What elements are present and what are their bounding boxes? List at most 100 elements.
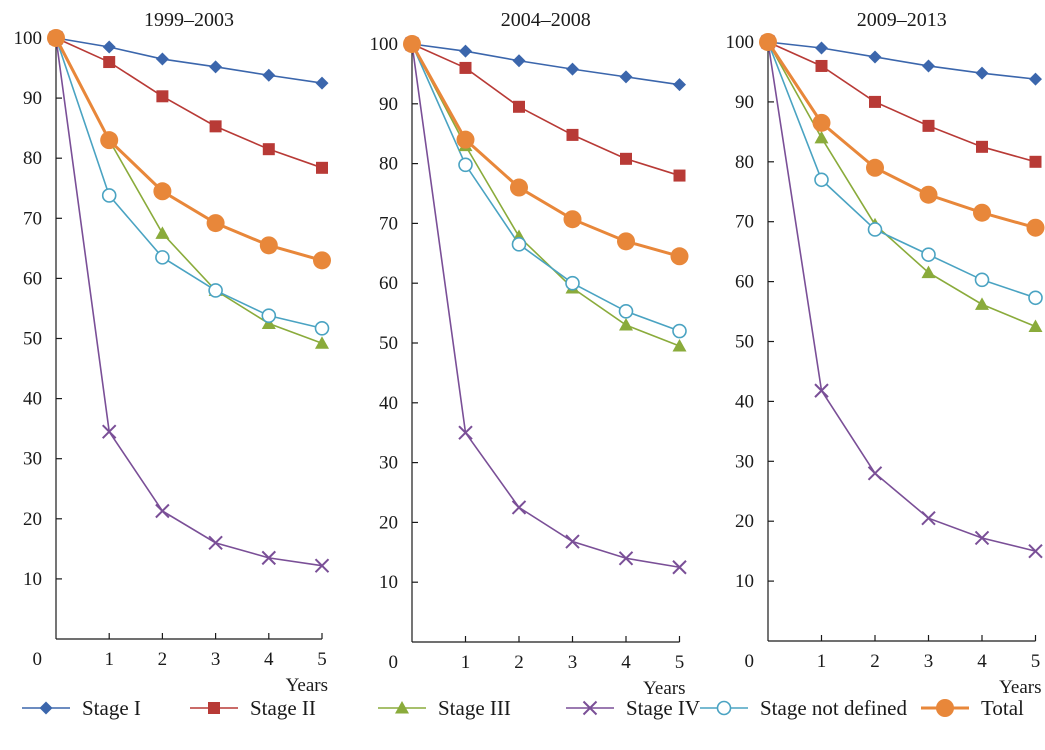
y-tick-label: 50 <box>379 333 398 354</box>
data-point <box>974 272 990 288</box>
data-point <box>921 247 936 262</box>
data-point <box>759 33 777 51</box>
data-point <box>563 210 582 229</box>
series-line <box>55 37 323 567</box>
legend: Stage I Stage II Stage III Stage IV Stage no… <box>22 696 1024 720</box>
data-point <box>314 558 330 573</box>
y-tick-label: 90 <box>735 92 754 113</box>
data-point <box>315 76 329 90</box>
data-point <box>208 283 223 298</box>
data-point <box>672 338 687 352</box>
y-tick-label: 20 <box>735 511 754 532</box>
data-point <box>459 61 472 74</box>
y-tick-label: 60 <box>23 268 42 289</box>
x-tick-label: 2 <box>870 651 880 672</box>
data-point <box>869 95 881 108</box>
data-point <box>815 41 828 55</box>
data-point <box>618 304 634 319</box>
data-point <box>209 120 222 133</box>
x-tick-label: 5 <box>675 652 685 673</box>
data-point <box>47 29 65 47</box>
panel-title: 1999–2003 <box>144 9 234 31</box>
data-point <box>315 336 329 349</box>
y-tick-label: 40 <box>735 391 754 412</box>
data-point <box>619 318 633 331</box>
data-point <box>975 297 989 310</box>
data-point <box>975 66 989 80</box>
series-line <box>411 43 680 177</box>
series-line <box>411 43 680 569</box>
data-point <box>458 425 473 440</box>
y-tick-label: 100 <box>14 28 43 49</box>
data-point <box>458 157 473 173</box>
y-tick-label: 50 <box>23 329 42 350</box>
legend-label: Stage III <box>438 696 511 720</box>
data-point <box>1028 543 1043 559</box>
data-point <box>101 188 117 203</box>
data-point <box>921 265 936 279</box>
legend-item: Stage II <box>190 696 316 720</box>
x-tick-label: 3 <box>211 649 221 670</box>
x-tick-label: 5 <box>1031 651 1041 672</box>
data-point <box>206 214 225 233</box>
data-point <box>156 90 169 103</box>
x-tick-label: 1 <box>461 652 471 673</box>
y-tick-label: 70 <box>379 213 398 234</box>
data-point <box>100 131 119 150</box>
x-tick-label: 3 <box>924 651 934 672</box>
data-point <box>511 500 527 515</box>
data-point <box>921 510 936 526</box>
y-tick-label: 60 <box>379 273 398 294</box>
series-line <box>55 37 323 84</box>
y-tick-label: 90 <box>23 88 42 109</box>
x-tick-label: 2 <box>158 649 168 670</box>
data-point <box>511 237 527 252</box>
data-point <box>673 169 686 182</box>
y-tick-label: 80 <box>23 148 42 169</box>
data-point <box>155 503 170 519</box>
y-tick-label: 10 <box>23 569 42 590</box>
legend-marker <box>582 700 598 716</box>
y-tick-label: 30 <box>23 449 42 470</box>
data-point <box>209 60 223 74</box>
y-tick-label: 90 <box>379 94 398 115</box>
data-point <box>155 250 170 265</box>
series-line <box>55 37 323 169</box>
data-point <box>814 383 829 398</box>
x-tick-label: 3 <box>568 652 578 673</box>
legend-marker <box>39 701 53 715</box>
x-tick-label: 1 <box>104 649 114 670</box>
series-line <box>767 41 1036 80</box>
y-tick-label: 0 <box>389 652 399 673</box>
series-line <box>55 37 323 345</box>
data-point <box>566 62 579 76</box>
data-point <box>153 182 172 201</box>
data-point <box>866 158 884 177</box>
data-point <box>565 275 580 291</box>
data-point <box>620 152 632 165</box>
legend-marker <box>716 700 732 716</box>
series-line <box>411 43 680 86</box>
data-point <box>208 535 223 551</box>
data-point <box>1029 72 1042 86</box>
series-line <box>767 41 1036 552</box>
y-tick-label: 50 <box>735 332 754 353</box>
y-tick-label: 20 <box>379 512 398 533</box>
x-tick-label: 4 <box>977 651 987 672</box>
data-point <box>619 70 633 84</box>
data-point <box>513 100 525 113</box>
y-tick-label: 100 <box>370 34 399 55</box>
data-point <box>814 130 829 144</box>
y-tick-label: 70 <box>23 208 42 229</box>
data-point <box>1029 155 1042 168</box>
data-point <box>618 551 634 566</box>
series-line <box>411 43 680 332</box>
legend-label: Stage II <box>250 696 316 720</box>
data-point <box>1026 218 1045 237</box>
data-point <box>155 52 169 66</box>
legend-item: Stage IV <box>566 696 700 720</box>
legend-marker <box>395 701 409 714</box>
data-point <box>101 424 117 439</box>
data-point <box>403 35 421 53</box>
data-point <box>313 251 331 270</box>
